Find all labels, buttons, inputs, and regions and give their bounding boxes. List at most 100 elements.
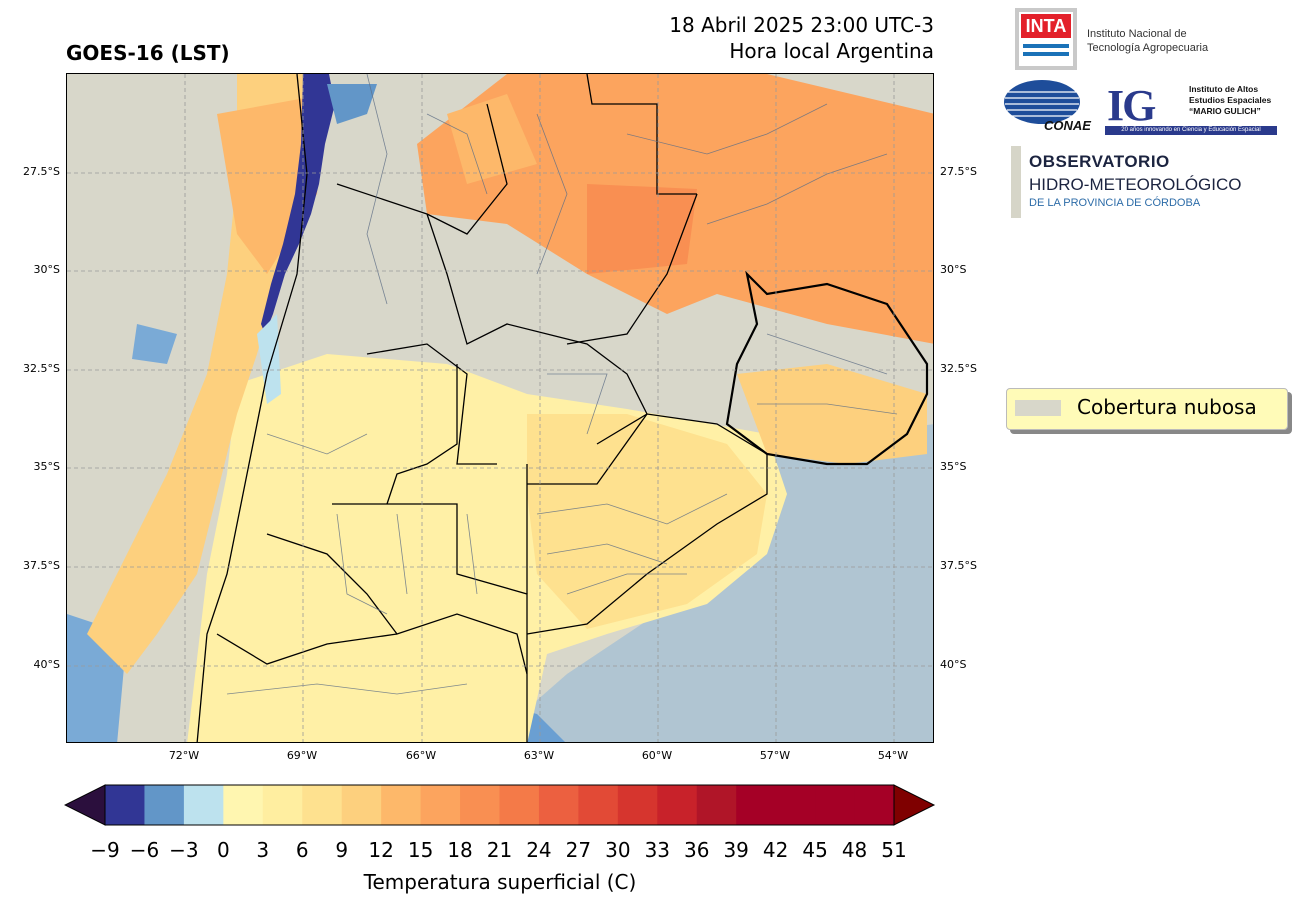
warm-area-north — [447, 94, 537, 184]
colorbar-tick-label: 0 — [216, 838, 230, 862]
cloud-cover-legend: Cobertura nubosa — [1006, 388, 1288, 430]
legend-label: Cobertura nubosa — [1077, 395, 1257, 419]
lat-tick-left: 30°S — [33, 263, 60, 276]
inta-logo-inner: INTA — [1019, 12, 1073, 66]
lat-tick-right: 35°S — [940, 460, 967, 473]
colorbar-under-arrow — [64, 784, 106, 826]
colorbar-over-arrow — [893, 784, 936, 826]
colorbar-tick-label: 48 — [841, 838, 868, 862]
lon-tick: 69°W — [286, 749, 318, 762]
colorbar-tick-label: 51 — [881, 838, 907, 862]
colorbar-segment — [183, 785, 224, 825]
cold-area-andes — [261, 74, 335, 334]
warm-area-paraguay — [587, 184, 697, 274]
legend-swatch — [1015, 400, 1061, 416]
inta-logo: INTA — [1015, 8, 1077, 70]
lat-tick-right: 32.5°S — [940, 362, 977, 375]
lon-tick: 66°W — [405, 749, 437, 762]
colorbar-tick-label: 45 — [802, 838, 828, 862]
colorbar-segment — [815, 785, 856, 825]
map-canvas — [67, 74, 933, 742]
graticule — [67, 74, 933, 742]
inta-name-line: Tecnología Agropecuaria — [1087, 42, 1209, 54]
lat-tick-right: 27.5°S — [940, 165, 977, 178]
lon-tick: 63°W — [523, 749, 555, 762]
colorbar-segment — [499, 785, 540, 825]
ig-tagline: 20 años innovando en Ciencia y Educación… — [1105, 126, 1277, 135]
colorbar-tick-label: −3 — [169, 838, 199, 862]
lat-tick-left: 32.5°S — [23, 362, 60, 375]
colorbar-segment — [420, 785, 461, 825]
lat-tick-right: 37.5°S — [940, 559, 977, 572]
colorbar-tick-label: −6 — [129, 838, 160, 862]
lon-tick: 54°W — [877, 749, 909, 762]
colorbar-segment — [144, 785, 185, 825]
colorbar-segment — [262, 785, 303, 825]
colorbar-segment — [617, 785, 658, 825]
colorbar-segment — [854, 785, 895, 825]
uruguay-border — [725, 270, 929, 466]
mild-area-uruguay — [737, 364, 927, 464]
colorbar-segment — [105, 785, 145, 825]
colorbar-tick-label: 21 — [486, 838, 513, 862]
colorbar-segment — [223, 785, 264, 825]
ig-logo: IG Instituto de Altos Estudios Espaciale… — [1105, 80, 1277, 136]
colorbar-segment — [775, 785, 816, 825]
observatorio-province: DE LA PROVINCIA DE CÓRDOBA — [1029, 197, 1201, 209]
conae-wordmark: CONAE — [1044, 118, 1091, 132]
lon-tick: 60°W — [641, 749, 673, 762]
inta-name: Instituto Nacional de Tecnología Agropec… — [1087, 27, 1208, 55]
colorbar-frame — [104, 784, 895, 826]
colorbar-segment — [736, 785, 777, 825]
ig-name-line: Estudios Espaciales — [1189, 95, 1272, 105]
colorbar-tick-label: 18 — [447, 838, 473, 862]
inta-name-line: Instituto Nacional de — [1087, 28, 1187, 40]
inta-wordmark: INTA — [1021, 14, 1071, 38]
cool-area-andes-south — [257, 314, 281, 404]
colorbar-tick-label: 36 — [684, 838, 710, 862]
colorbar-tick-label: 42 — [762, 838, 789, 862]
map-datetime: 18 Abril 2025 23:00 UTC-3 Hora local Arg… — [600, 12, 934, 64]
cold-patch-chile — [132, 324, 177, 364]
colorbar-tick-label: 12 — [368, 838, 394, 862]
cool-area-puna — [327, 84, 377, 124]
colorbar-segment — [696, 785, 737, 825]
ig-name-line: Instituto de Altos — [1189, 84, 1259, 94]
conae-globe-lines — [1005, 91, 1079, 117]
date-line: 18 Abril 2025 23:00 UTC-3 — [669, 13, 934, 37]
observatorio-subtitle: HIDRO-METEOROLÓGICO — [1029, 175, 1242, 194]
department-borders — [226, 74, 898, 695]
temperature-map — [66, 73, 934, 743]
colorbar-tick-label: 3 — [256, 838, 270, 862]
colorbar-tick-label: 24 — [526, 838, 552, 862]
colorbar-tick-label: 33 — [644, 838, 671, 862]
ig-name-line: “MARIO GULICH” — [1189, 106, 1261, 116]
local-time-line: Hora local Argentina — [729, 39, 934, 63]
colorbar-segment — [578, 785, 619, 825]
colorbar-segment — [460, 785, 500, 825]
colorbar-segment — [341, 785, 382, 825]
lat-tick-left: 35°S — [33, 460, 60, 473]
colorbar-segments — [105, 785, 895, 825]
colorbar-segment — [302, 785, 343, 825]
observatorio-bar — [1011, 146, 1021, 218]
lat-tick-right: 40°S — [940, 658, 967, 671]
inta-stripe — [1023, 52, 1069, 56]
observatorio-title: OBSERVATORIO — [1029, 152, 1170, 171]
colorbar-tick-label: 9 — [335, 838, 349, 862]
lat-tick-right: 30°S — [940, 263, 967, 276]
lat-tick-left: 37.5°S — [23, 559, 60, 572]
ig-wordmark: IG — [1107, 81, 1156, 130]
colorbar-segment — [538, 785, 579, 825]
colorbar-tick-label: −9 — [90, 838, 120, 862]
colorbar-segment — [381, 785, 422, 825]
colorbar-tick-label: 39 — [723, 838, 749, 862]
colorbar-segment — [657, 785, 698, 825]
colorbar-tick-label: 6 — [295, 838, 309, 862]
province-borders — [196, 74, 768, 742]
lon-tick: 72°W — [168, 749, 200, 762]
ig-name: Instituto de Altos Estudios Espaciales “… — [1189, 84, 1271, 117]
colorbar-tick-label: 27 — [565, 838, 592, 862]
map-title: GOES-16 (LST) — [66, 41, 230, 65]
warm-area-northwest — [217, 94, 327, 274]
